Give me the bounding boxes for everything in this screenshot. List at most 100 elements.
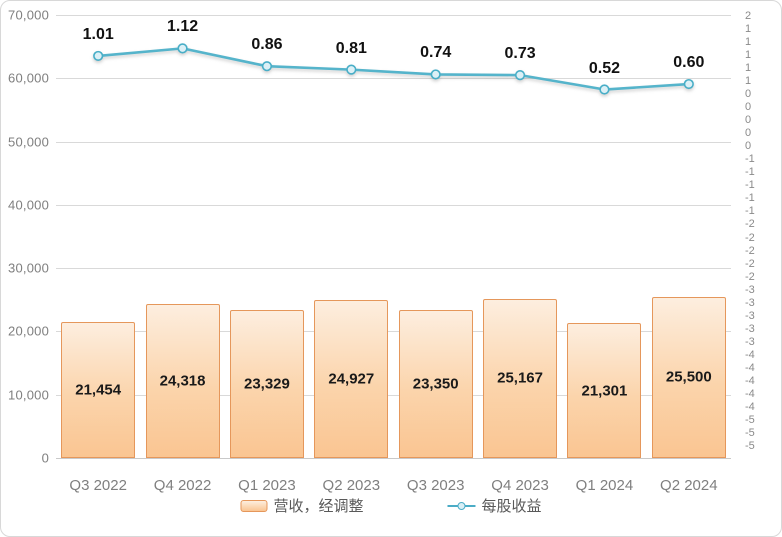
- right-axis-tick-label: -4: [745, 387, 755, 400]
- bar-value-label: 25,500: [665, 368, 712, 386]
- eps-value-label: 0.60: [673, 54, 705, 72]
- right-axis-tick-label: 0: [745, 114, 752, 127]
- y-axis-tick-label: 10,000: [8, 387, 49, 403]
- right-axis-tick-label: 0: [745, 88, 752, 101]
- eps-marker: [683, 78, 694, 90]
- right-axis-tick-label: 1: [745, 75, 752, 88]
- eps-value-label: 0.52: [588, 59, 621, 77]
- bar-value-label: 24,927: [328, 370, 375, 388]
- right-axis-tick-label: -1: [745, 205, 755, 218]
- gridline: [56, 268, 731, 270]
- y-axis-tick-label: 60,000: [8, 70, 49, 86]
- y-axis-tick-label: 0: [41, 450, 49, 466]
- right-axis-tick-label: -1: [745, 166, 755, 179]
- eps-value-label: 1.12: [166, 18, 199, 36]
- legend: 营收，经调整 每股收益: [240, 495, 542, 516]
- bar-value-label: 21,454: [75, 381, 122, 399]
- line-marker-icon: [447, 501, 476, 511]
- right-axis-tick-label: -1: [745, 153, 755, 166]
- bar: [145, 304, 220, 458]
- legend-item-revenue: 营收，经调整: [240, 495, 364, 516]
- right-axis-tick-label: -3: [745, 296, 755, 309]
- x-axis-tick-label: Q2 2023: [322, 477, 381, 494]
- right-axis-tick-label: 1: [745, 49, 752, 62]
- x-axis-tick-label: Q2 2024: [660, 477, 718, 494]
- right-axis-tick-label: -2: [745, 231, 755, 244]
- y-axis-tick-label: 40,000: [8, 197, 49, 213]
- right-axis-tick-label: -4: [745, 348, 755, 361]
- bar-swatch-icon: [240, 499, 268, 512]
- bar-value-label: 23,350: [412, 375, 459, 393]
- right-axis-tick-label: -5: [745, 413, 755, 426]
- bar: [483, 298, 558, 458]
- right-axis-tick-label: -2: [745, 218, 755, 231]
- right-axis-tick-label: -5: [745, 439, 755, 452]
- gridline: [56, 204, 731, 206]
- right-axis-tick-label: -2: [745, 270, 755, 283]
- bar-value-label: 24,318: [159, 372, 206, 390]
- right-axis-tick-label: 0: [745, 127, 752, 140]
- eps-value-label: 0.74: [420, 44, 452, 62]
- right-axis-tick-label: -1: [745, 192, 755, 205]
- eps-marker: [346, 64, 357, 75]
- bar: [567, 323, 642, 458]
- right-axis-tick-label: -4: [745, 400, 755, 413]
- right-axis-tick-label: 1: [745, 62, 752, 75]
- gridline: [56, 331, 731, 333]
- right-axis-tick-label: 0: [745, 140, 752, 153]
- right-axis-tick-label: -3: [745, 309, 755, 322]
- eps-value-label: 1.01: [82, 25, 114, 43]
- y-axis-tick-label: 30,000: [8, 260, 49, 276]
- eps-marker: [514, 70, 526, 81]
- right-axis-tick-label: 2: [745, 10, 752, 22]
- legend-label-revenue: 营收，经调整: [273, 498, 364, 515]
- eps-line: [98, 47, 689, 91]
- right-axis-tick-label: 1: [745, 23, 752, 36]
- right-axis-tick-label: 0: [745, 101, 752, 114]
- bar: [651, 296, 726, 458]
- gridline: [56, 141, 731, 143]
- x-axis-tick-label: Q4 2022: [153, 477, 212, 494]
- bar-value-label: 25,167: [497, 369, 544, 387]
- bar-value-label: 23,329: [243, 375, 290, 393]
- legend-item-eps: 每股收益: [447, 495, 542, 516]
- x-axis-tick-label: Q3 2022: [69, 477, 127, 494]
- gridline: [56, 78, 731, 80]
- eps-marker: [177, 43, 188, 54]
- right-axis-tick-label: -1: [745, 179, 755, 192]
- gridline: [56, 15, 731, 16]
- right-axis-tick-label: -4: [745, 361, 755, 374]
- legend-label-eps: 每股收益: [481, 498, 542, 515]
- eps-marker: [93, 50, 104, 62]
- x-axis-tick-label: Q4 2023: [491, 477, 549, 494]
- bar: [61, 322, 136, 458]
- right-axis-tick-label: -2: [745, 257, 755, 270]
- gridline: [56, 394, 731, 396]
- y-axis-tick-label: 50,000: [8, 134, 49, 150]
- eps-marker: [430, 69, 441, 80]
- eps-value-label: 0.73: [504, 45, 536, 63]
- bar: [229, 310, 304, 458]
- right-axis-tick-label: 1: [745, 36, 752, 49]
- right-axis-tick-label: -5: [745, 426, 755, 439]
- bar-value-label: 21,301: [581, 382, 628, 400]
- eps-value-label: 0.86: [251, 36, 283, 54]
- eps-marker: [599, 84, 610, 95]
- x-axis-tick-label: Q1 2023: [238, 477, 296, 494]
- y-axis-tick-label: 70,000: [8, 7, 49, 23]
- bar: [314, 300, 389, 458]
- eps-value-label: 0.81: [335, 39, 367, 57]
- x-axis-tick-label: Q3 2023: [406, 477, 465, 494]
- bar: [398, 310, 473, 458]
- right-axis-tick-label: -4: [745, 374, 755, 387]
- right-axis-tick-label: -3: [745, 322, 755, 335]
- right-axis-tick-label: -2: [745, 244, 755, 257]
- y-axis-tick-label: 20,000: [8, 323, 49, 339]
- right-axis-tick-label: -3: [745, 283, 755, 296]
- x-axis-tick-label: Q1 2024: [575, 477, 634, 494]
- right-axis-tick-label: -3: [745, 335, 755, 348]
- gridline: [56, 458, 731, 459]
- eps-marker: [261, 61, 273, 72]
